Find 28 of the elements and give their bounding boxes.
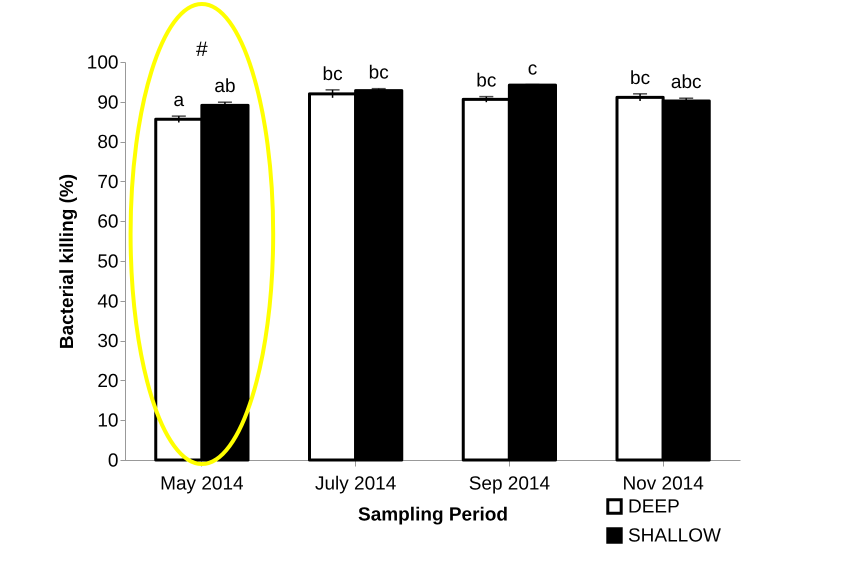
data-label: c bbox=[528, 58, 538, 80]
y-tick-label: 30 bbox=[97, 331, 118, 352]
text: # bbox=[196, 38, 208, 61]
x-axis-title: Sampling Period bbox=[358, 504, 508, 526]
y-tick-label: 80 bbox=[97, 132, 118, 154]
y-tick-label: 50 bbox=[97, 252, 118, 272]
y-tick-label: 60 bbox=[97, 212, 118, 233]
legend-label: DEEP bbox=[628, 496, 680, 518]
data-label: ab bbox=[214, 76, 236, 98]
x-tick-label: May 2014 bbox=[160, 474, 244, 494]
data-label: a bbox=[174, 90, 185, 112]
x-tick-label: Sep 2014 bbox=[468, 474, 550, 494]
y-tick-label: 20 bbox=[97, 370, 118, 392]
x-tick-label: Nov 2014 bbox=[622, 474, 704, 494]
y-tick-label: 40 bbox=[97, 291, 118, 312]
data-label: bc bbox=[322, 64, 343, 85]
y-tick-label: 90 bbox=[97, 92, 118, 114]
y-axis-title: Bacterial killing (%) bbox=[56, 174, 78, 350]
legend-label: SHALLOW bbox=[628, 526, 721, 546]
data-label: bc bbox=[368, 62, 389, 84]
y-tick-label: 100 bbox=[86, 52, 118, 74]
data-label: bc bbox=[476, 70, 496, 92]
y-tick-label: 70 bbox=[97, 172, 118, 193]
data-label: bc bbox=[630, 68, 650, 89]
data-label: abc bbox=[670, 72, 702, 94]
x-tick-label: July 2014 bbox=[314, 474, 397, 494]
y-tick-label: 10 bbox=[97, 410, 118, 432]
y-tick-label: 0 bbox=[108, 450, 118, 472]
